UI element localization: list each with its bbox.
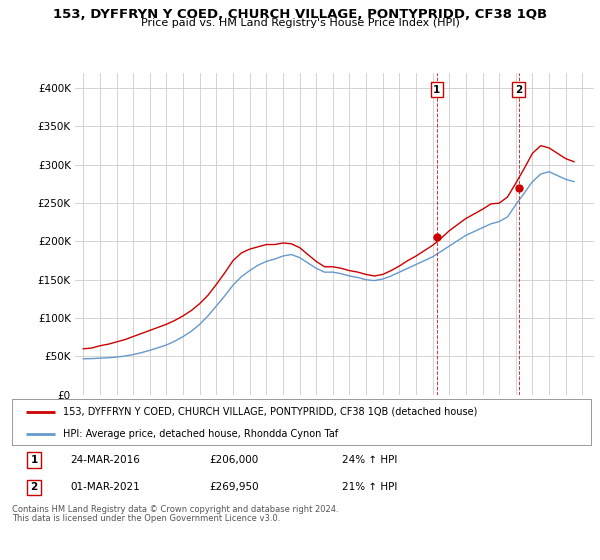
- Text: Contains HM Land Registry data © Crown copyright and database right 2024.: Contains HM Land Registry data © Crown c…: [12, 505, 338, 514]
- Text: 24-MAR-2016: 24-MAR-2016: [70, 455, 140, 465]
- Text: HPI: Average price, detached house, Rhondda Cynon Taf: HPI: Average price, detached house, Rhon…: [63, 429, 338, 438]
- Text: 1: 1: [433, 85, 440, 95]
- Text: 153, DYFFRYN Y COED, CHURCH VILLAGE, PONTYPRIDD, CF38 1QB (detached house): 153, DYFFRYN Y COED, CHURCH VILLAGE, PON…: [63, 407, 478, 417]
- Text: 2: 2: [515, 85, 522, 95]
- Text: 21% ↑ HPI: 21% ↑ HPI: [342, 483, 397, 492]
- Text: This data is licensed under the Open Government Licence v3.0.: This data is licensed under the Open Gov…: [12, 514, 280, 523]
- Text: 1: 1: [31, 455, 38, 465]
- Text: £269,950: £269,950: [209, 483, 259, 492]
- Text: 153, DYFFRYN Y COED, CHURCH VILLAGE, PONTYPRIDD, CF38 1QB: 153, DYFFRYN Y COED, CHURCH VILLAGE, PON…: [53, 8, 547, 21]
- Text: 24% ↑ HPI: 24% ↑ HPI: [342, 455, 397, 465]
- Text: Price paid vs. HM Land Registry's House Price Index (HPI): Price paid vs. HM Land Registry's House …: [140, 18, 460, 29]
- Text: 01-MAR-2021: 01-MAR-2021: [70, 483, 140, 492]
- Text: £206,000: £206,000: [209, 455, 258, 465]
- Text: 2: 2: [31, 483, 38, 492]
